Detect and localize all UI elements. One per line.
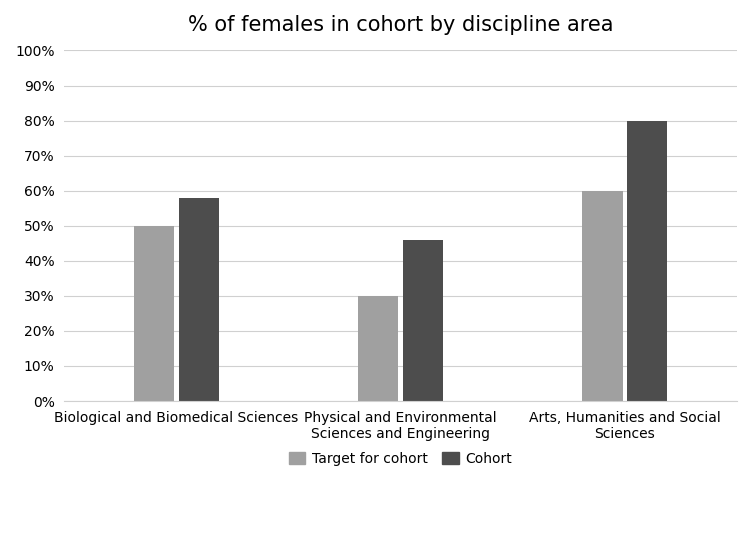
Bar: [134, 226, 174, 401]
Bar: [358, 296, 399, 401]
Bar: [582, 191, 623, 401]
Bar: [627, 120, 668, 401]
Legend: Target for cohort, Cohort: Target for cohort, Cohort: [284, 446, 518, 471]
Title: % of females in cohort by discipline area: % of females in cohort by discipline are…: [188, 15, 614, 35]
Bar: [178, 198, 219, 401]
Bar: [403, 240, 443, 401]
